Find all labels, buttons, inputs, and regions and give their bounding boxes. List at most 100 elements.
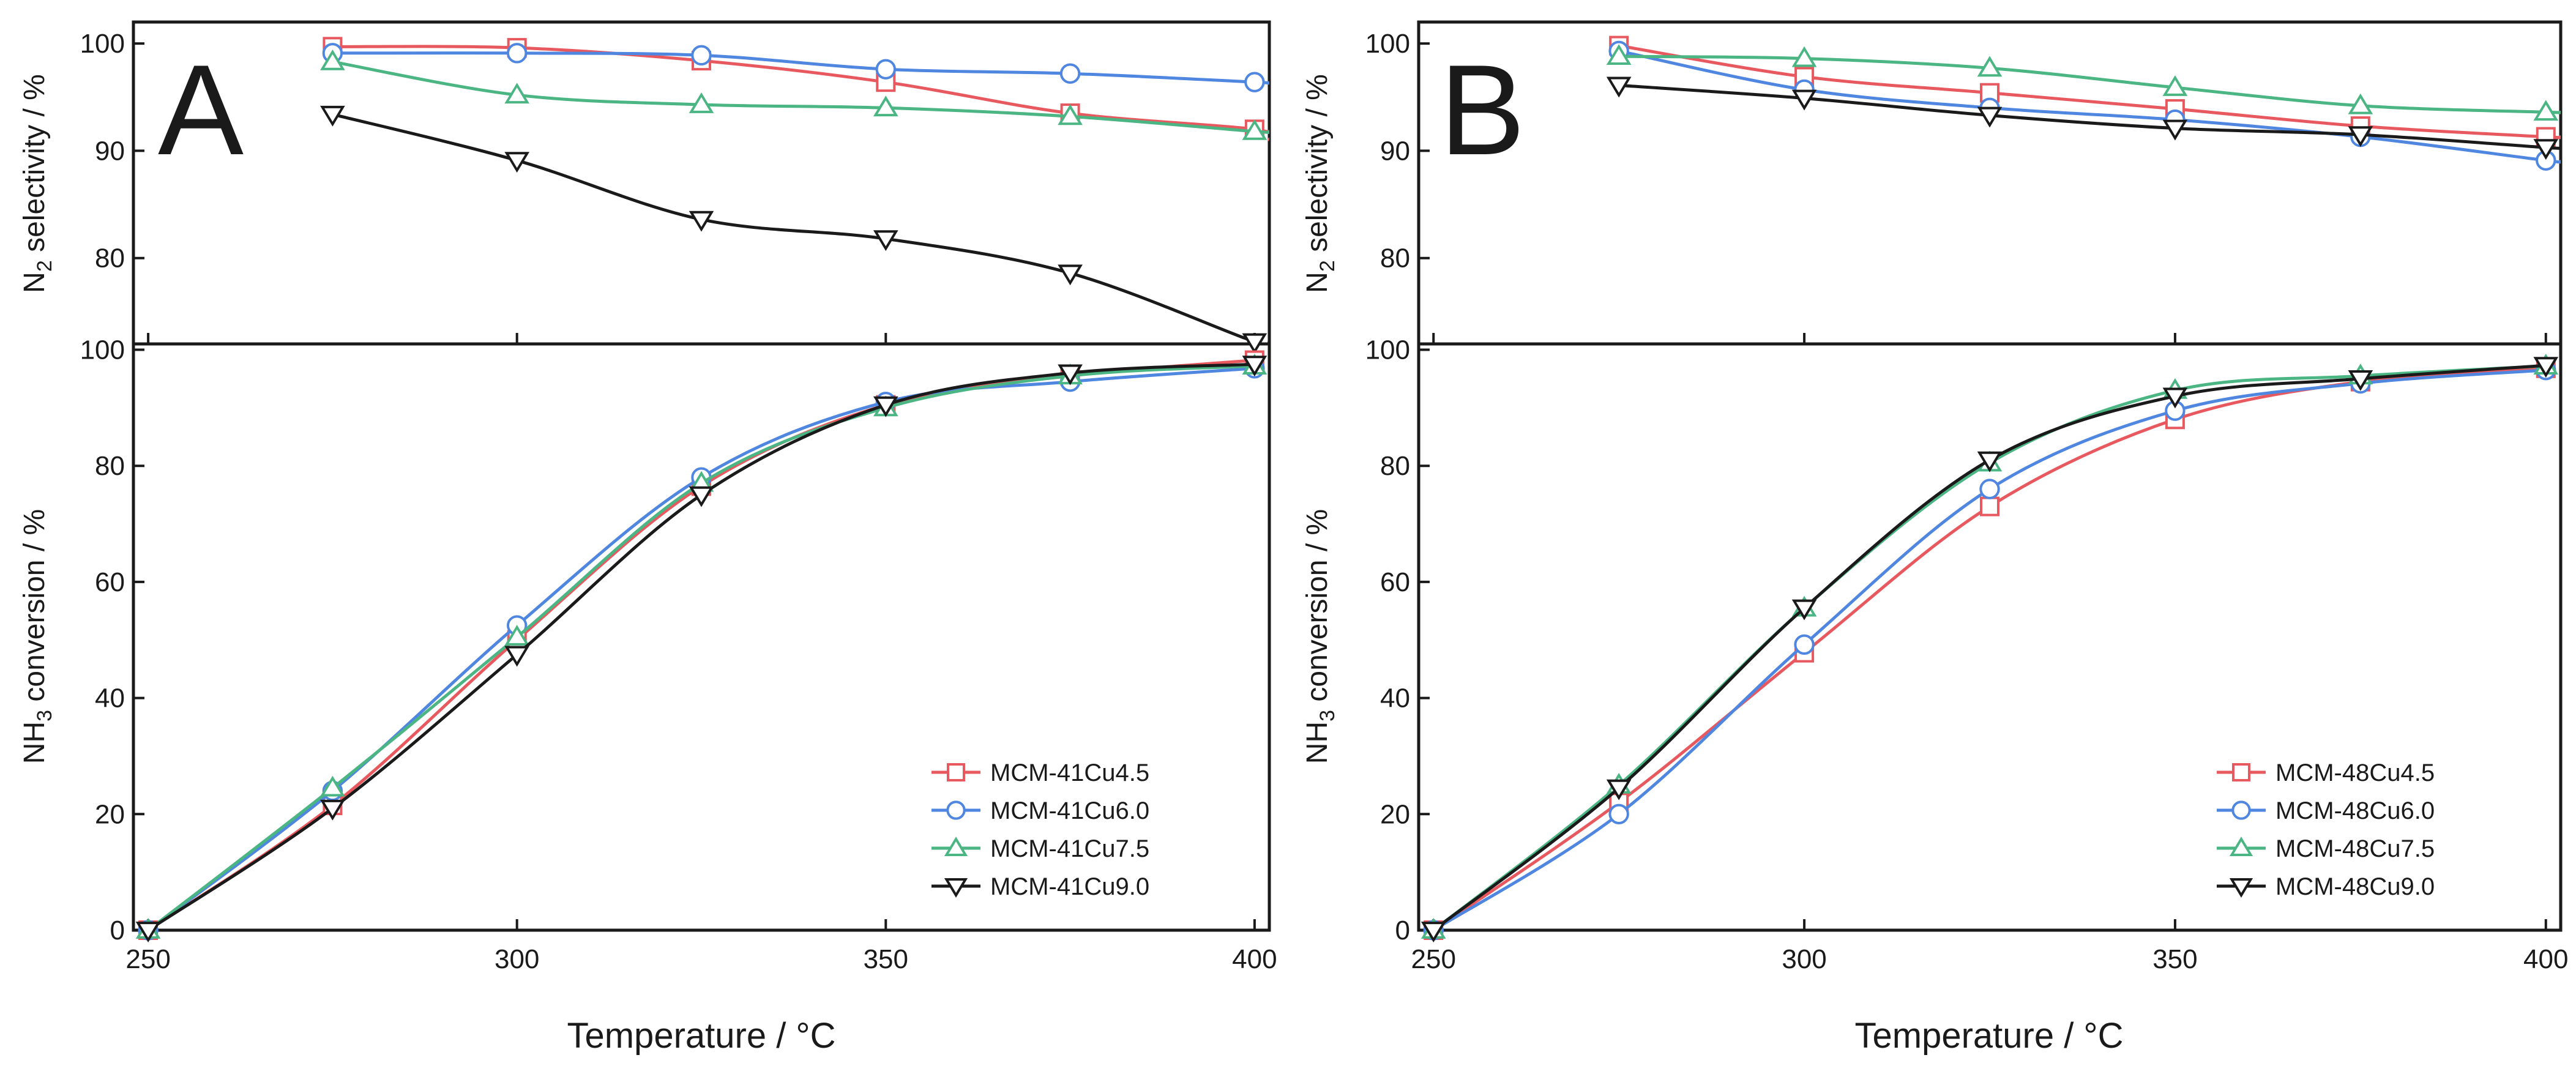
- data-point-triangle-down: [1242, 356, 1267, 377]
- panel-a-bottom-ylabel: NH3 conversion / %: [18, 509, 56, 764]
- series-line: [332, 51, 1269, 85]
- panel-letter-b: B: [1439, 38, 1525, 182]
- data-point-triangle-down: [944, 878, 968, 898]
- legend-item: MCM-41Cu7.5: [931, 835, 1149, 862]
- data-point-circle: [1244, 72, 1265, 92]
- x-tick-label: 400: [2523, 944, 2568, 974]
- data-point-triangle-up: [689, 92, 714, 113]
- data-point-triangle-down: [504, 152, 530, 173]
- data-point-square: [1980, 496, 1999, 516]
- data-point-triangle-down: [689, 486, 714, 507]
- x-tick-label: 350: [864, 944, 908, 974]
- data-point-triangle-down: [689, 211, 714, 232]
- x-tick-label: 400: [1232, 944, 1277, 974]
- data-point-triangle-down: [2162, 387, 2188, 409]
- panel-a-top-ylabel: N2 selectivity / %: [18, 74, 56, 293]
- data-point-circle: [1979, 479, 2000, 499]
- panel-b-top-plot: 80 90 100: [1365, 29, 2561, 344]
- data-point-triangle-down: [135, 922, 161, 942]
- y-tick-label: 20: [95, 799, 125, 829]
- data-point-triangle-up: [1242, 119, 1267, 140]
- data-point-triangle-up: [1058, 104, 1083, 125]
- y-tick-label: 90: [95, 136, 125, 166]
- data-point-triangle-down: [873, 396, 898, 417]
- series-MCM-41Cu7.5: [320, 49, 1269, 140]
- x-tick-label: 300: [1782, 944, 1826, 974]
- data-point-triangle-down: [2533, 357, 2559, 378]
- legend-item: MCM-48Cu7.5: [2217, 835, 2435, 862]
- data-point-triangle-down: [1977, 106, 2003, 128]
- data-point-square: [2232, 763, 2250, 781]
- series-MCM-48Cu9.0: [1606, 76, 2561, 160]
- x-tick-label: 350: [2152, 944, 2197, 974]
- legend-item: MCM-41Cu4.5: [931, 759, 1149, 786]
- legend: MCM-41Cu4.5 MCM-41Cu6.0 MCM-41Cu7.5 MCM-41C…: [931, 759, 1149, 900]
- data-point-triangle-down: [1606, 779, 1632, 800]
- series-MCM-48Cu6.0: [1608, 40, 2561, 171]
- series-line: [332, 45, 1269, 142]
- legend-label: MCM-48Cu4.5: [2275, 759, 2435, 786]
- data-point-square: [947, 763, 965, 781]
- data-point-triangle-down: [1606, 76, 1632, 98]
- series-MCM-48Cu7.5: [1606, 44, 2561, 121]
- series-line: [1618, 49, 2561, 164]
- data-point-triangle-up: [1791, 46, 1817, 67]
- series-MCM-48Cu9.0: [1421, 357, 2559, 942]
- x-tick-label: 250: [125, 944, 170, 974]
- y-tick-label: 90: [1380, 136, 1410, 166]
- y-tick-label: 0: [110, 916, 125, 945]
- data-point-circle: [1059, 63, 1081, 84]
- legend-label: MCM-41Cu4.5: [990, 759, 1149, 786]
- series-MCM-41Cu6.0: [322, 43, 1269, 92]
- data-point-triangle-down: [2162, 119, 2188, 141]
- data-point-triangle-up: [944, 837, 968, 857]
- data-point-triangle-up: [2229, 837, 2253, 857]
- y-tick-label: 60: [95, 567, 125, 597]
- y-tick-label: 80: [1380, 451, 1410, 481]
- data-point-triangle-down: [320, 799, 345, 821]
- y-tick-label: 100: [80, 29, 125, 59]
- data-point-triangle-down: [1791, 89, 1817, 111]
- y-tick-label: 100: [1365, 29, 1410, 59]
- y-tick-label: 20: [1380, 799, 1410, 829]
- data-point-triangle-down: [1242, 333, 1267, 354]
- data-point-triangle-down: [2229, 878, 2253, 898]
- data-point-circle: [1794, 634, 1815, 655]
- series-line: [1619, 54, 2561, 114]
- data-point-triangle-up: [320, 49, 345, 70]
- legend-item: MCM-41Cu9.0: [931, 873, 1149, 900]
- y-tick-label: 100: [1365, 335, 1410, 365]
- y-tick-label: 60: [1380, 567, 1410, 597]
- y-tick-label: 80: [95, 244, 125, 274]
- data-point-triangle-up: [1977, 56, 2003, 77]
- legend-label: MCM-48Cu7.5: [2275, 835, 2435, 862]
- series-line: [1619, 83, 2561, 150]
- data-point-triangle-down: [2533, 139, 2559, 160]
- y-tick-label: 80: [95, 451, 125, 481]
- y-tick-label: 40: [95, 684, 125, 714]
- data-point-triangle-down: [2348, 370, 2373, 391]
- legend-item: MCM-48Cu9.0: [2217, 873, 2435, 900]
- y-tick-label: 40: [1380, 684, 1410, 714]
- legend: MCM-48Cu4.5 MCM-48Cu6.0 MCM-48Cu7.5 MCM-48C…: [2217, 759, 2435, 900]
- panel-a-xlabel: Temperature / °C: [567, 1016, 835, 1056]
- panel-b: 80 90 100 0 20 40 60 80 100 250 300 350 400 MCM-48Cu…: [1301, 20, 2569, 1056]
- data-point-triangle-up: [1606, 44, 1632, 65]
- data-point-triangle-down: [504, 646, 530, 667]
- legend-label: MCM-41Cu7.5: [990, 835, 1149, 862]
- data-point-triangle-down: [2348, 126, 2373, 147]
- series-line: [332, 113, 1269, 344]
- data-point-triangle-up: [873, 95, 898, 117]
- data-point-triangle-down: [1977, 451, 2003, 472]
- series-MCM-48Cu4.5: [1609, 35, 2561, 147]
- panel-b-bottom-frame: [1417, 342, 2563, 932]
- panel-a-top-plot: 80 90 100: [80, 29, 1269, 354]
- y-tick-label: 80: [1380, 244, 1410, 274]
- data-point-triangle-down: [1791, 599, 1817, 621]
- legend-label: MCM-48Cu9.0: [2275, 873, 2435, 900]
- data-point-triangle-up: [504, 83, 530, 104]
- series-MCM-41Cu9.0: [135, 356, 1267, 942]
- data-point-triangle-up: [504, 625, 530, 646]
